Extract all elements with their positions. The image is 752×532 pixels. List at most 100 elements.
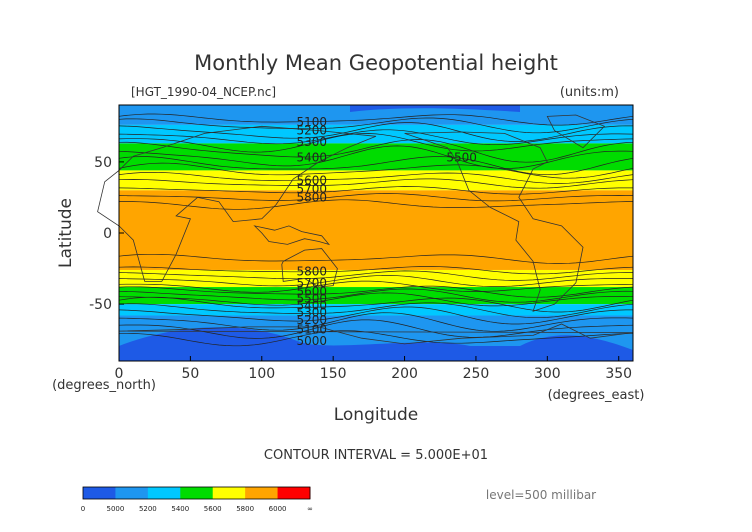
- x-axis-title: Longitude: [334, 405, 419, 425]
- legend-tick-label-4: 5600: [204, 505, 222, 513]
- band-5600-5800-north: [119, 170, 633, 191]
- contour-line-4: [118, 133, 634, 153]
- x-tick-label-2: 100: [248, 366, 275, 382]
- coastline-eurasia-africa: [97, 125, 377, 282]
- x-tick-label-4: 200: [391, 366, 418, 382]
- y-axis-ticks: 50 0 -50: [89, 155, 124, 313]
- contour-line-15: [118, 266, 634, 275]
- contour-label-5: 5600: [296, 173, 327, 187]
- contour-line-0: [118, 113, 634, 126]
- contour-line-3: [118, 129, 634, 146]
- band-5800-6000: [119, 190, 633, 270]
- coastlines: [97, 114, 634, 345]
- contour-line-24: [118, 306, 633, 325]
- color-legend: 0 5000 5200 5400 5600 5800 6000 ∞: [81, 486, 313, 513]
- contour-label-0: 5100: [296, 115, 327, 129]
- contour-line-12: [118, 193, 633, 202]
- x-tick-label-7: 350: [605, 366, 632, 382]
- contour-line-13: [119, 199, 634, 210]
- legend-tick-label-2: 5200: [139, 505, 157, 513]
- legend-tick-label-3: 5400: [171, 505, 189, 513]
- contour-line-22: [118, 296, 634, 313]
- contour-label-1: 5200: [296, 124, 327, 138]
- coastline-americas: [404, 131, 584, 312]
- y-tick-label-0: 50: [94, 155, 112, 171]
- contour-line-27: [119, 330, 634, 347]
- contour-line-10: [118, 178, 634, 189]
- y-unit-label: (degrees_north): [52, 378, 156, 393]
- x-tick-label-3: 150: [320, 366, 347, 382]
- contour-label-14: 5200: [296, 313, 327, 327]
- contour-label-10: 5600: [296, 284, 327, 298]
- contour-line-21: [118, 292, 634, 307]
- contour-label-7: 5800: [296, 190, 327, 204]
- plot-area: [119, 105, 633, 361]
- x-tick-label-1: 50: [181, 366, 199, 382]
- y-axis-title: Latitude: [56, 198, 76, 268]
- legend-tick-label-1: 5000: [107, 505, 125, 513]
- contour-line-20: [118, 288, 634, 303]
- contour-label-11: 5500: [296, 291, 327, 305]
- band-5600-5800-south: [119, 269, 633, 288]
- coastline-maritime-continent: [253, 225, 331, 246]
- contour-line-7: [118, 156, 634, 176]
- legend-frame: [82, 486, 311, 500]
- contour-label-4: 5500: [446, 151, 477, 165]
- contour-label-13: 5300: [296, 306, 327, 320]
- chart-title: Monthly Mean Geopotential height: [194, 51, 558, 75]
- y-tick-label-2: -50: [89, 297, 112, 313]
- legend-swatch-6: [277, 487, 311, 499]
- legend-tick-label-7: ∞: [307, 505, 313, 513]
- band-below-5000-south: [119, 327, 633, 361]
- legend-swatch-5: [245, 487, 279, 499]
- coastline-antarctica: [118, 323, 634, 345]
- contour-label-2: 5300: [296, 135, 327, 149]
- x-tick-label-6: 300: [534, 366, 561, 382]
- x-axis-ticks: 0 50 100 150 200 250 300 350: [115, 356, 632, 382]
- contour-line-19: [118, 285, 634, 298]
- contour-label-12: 5400: [296, 299, 327, 313]
- contour-line-2: [118, 122, 634, 142]
- contour-line-1: [118, 117, 634, 134]
- legend-swatch-1: [115, 487, 149, 499]
- contour-label-9: 5700: [296, 276, 327, 290]
- legend-swatch-2: [147, 487, 181, 499]
- legend-tick-label-5: 5800: [236, 505, 254, 513]
- x-tick-label-0: 0: [115, 366, 124, 382]
- contour-line-6: [118, 145, 634, 169]
- file-label: [HGT_1990-04_NCEP.nc]: [131, 85, 276, 99]
- contour-label-15: 5100: [296, 323, 327, 337]
- contour-line-11: [118, 186, 633, 195]
- units-label: (units:m): [560, 85, 619, 100]
- contour-line-18: [118, 280, 634, 293]
- contour-line-17: [118, 275, 633, 287]
- legend-swatch-0: [83, 487, 116, 499]
- legend-tick-label-0: 0: [81, 505, 85, 513]
- contour-label-3: 5400: [296, 151, 327, 165]
- legend-swatch-4: [212, 487, 246, 499]
- contour-line-16: [118, 270, 633, 281]
- y-tick-label-1: 0: [103, 226, 112, 242]
- coastline-australia: [281, 248, 338, 288]
- contour-line-23: [118, 302, 634, 319]
- contour-label-8: 5800: [296, 264, 327, 278]
- contour-label-16: 5000: [296, 334, 327, 348]
- coastline-greenland: [546, 114, 606, 149]
- contour-line-9: [118, 171, 634, 184]
- contour-line-25: [118, 312, 634, 332]
- contour-label-6: 5700: [296, 182, 327, 196]
- x-tick-label-5: 250: [463, 366, 490, 382]
- contour-line-14: [118, 253, 634, 264]
- x-unit-label: (degrees_east): [548, 388, 645, 403]
- contour-line-8: [118, 162, 634, 179]
- band-below-5000-north: [350, 105, 520, 112]
- band-5400-5600-south: [119, 287, 633, 305]
- contour-line-5: [118, 139, 634, 163]
- legend-swatch-3: [180, 487, 214, 499]
- contour-interval-text: CONTOUR INTERVAL = 5.000E+01: [264, 448, 488, 463]
- contour-lines: [118, 113, 634, 347]
- level-text: level=500 millibar: [486, 488, 596, 502]
- legend-tick-label-6: 6000: [269, 505, 287, 513]
